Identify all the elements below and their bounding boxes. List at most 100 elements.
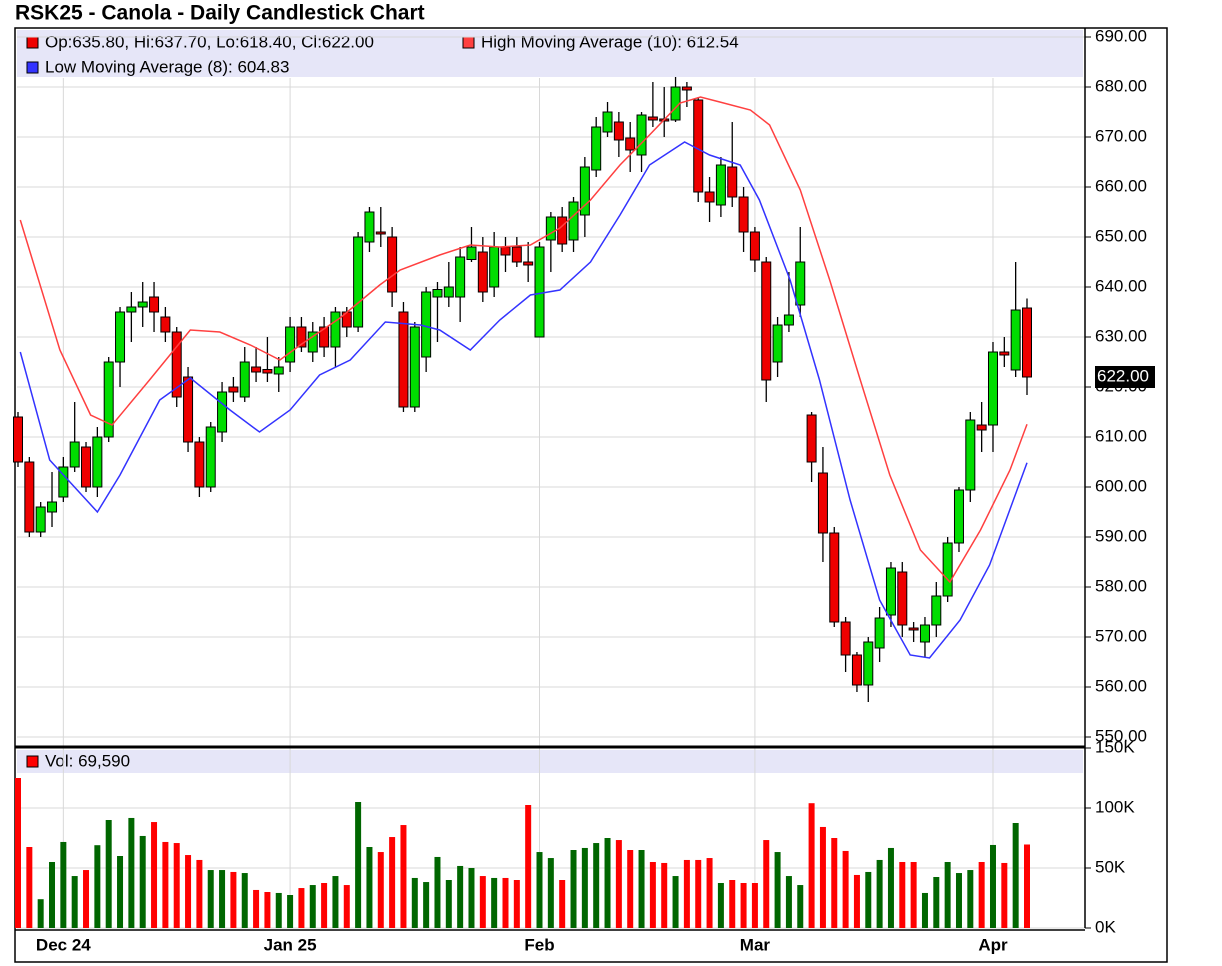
volume-bar: [717, 883, 724, 928]
volume-bar: [695, 859, 702, 928]
volume-bar: [230, 871, 237, 928]
candle-body: [421, 291, 432, 358]
volume-bar: [933, 877, 940, 928]
candle-body: [1010, 309, 1021, 371]
candle-body: [761, 261, 772, 381]
candle-body: [149, 296, 160, 313]
candle-body: [1022, 307, 1032, 378]
candle-body: [919, 624, 930, 643]
volume-bar: [797, 885, 804, 928]
volume-bar: [219, 870, 226, 928]
candle-body: [965, 419, 976, 491]
volume-bar: [989, 844, 996, 928]
candle-body: [103, 361, 114, 438]
candle-body: [783, 314, 794, 326]
candle-body: [194, 441, 205, 488]
candle-body: [307, 331, 318, 353]
candle-body: [715, 164, 726, 206]
volume-bar: [921, 892, 928, 928]
y-tick-label: 580.00: [1095, 576, 1147, 595]
candle-body: [183, 376, 194, 443]
volume-bar: [955, 873, 962, 928]
candle-body: [795, 261, 806, 306]
candle-body: [398, 311, 409, 408]
candle-body: [500, 246, 511, 256]
volume-bar: [423, 882, 430, 928]
candle-body: [647, 116, 658, 121]
candle-body: [749, 231, 760, 261]
candle-body: [579, 166, 590, 216]
volume-bar: [151, 822, 158, 928]
volume-bar: [298, 888, 305, 928]
volume-bar: [71, 876, 78, 928]
volume-bar: [502, 877, 509, 928]
candle-body: [897, 571, 908, 626]
volume-bar: [491, 877, 498, 928]
candle-body: [704, 191, 715, 203]
candle-body: [330, 311, 341, 348]
candle-body: [69, 441, 80, 468]
volume-bar: [831, 838, 838, 928]
volume-bar: [615, 840, 622, 928]
volume-bar: [445, 880, 452, 928]
volume-bar: [819, 826, 826, 928]
y-tick-label: 610.00: [1095, 426, 1147, 445]
candle-body: [840, 621, 851, 656]
candle-body: [126, 306, 137, 313]
volume-bar: [83, 870, 90, 928]
y-tick-label: 600.00: [1095, 476, 1147, 495]
y-tick-label: 100K: [1095, 797, 1135, 816]
candle-body: [829, 532, 840, 623]
x-tick-label: Feb: [524, 935, 554, 954]
candle-body: [262, 369, 273, 374]
candle-body: [13, 416, 23, 463]
candle-body: [387, 236, 398, 293]
candle-body: [851, 654, 862, 686]
legend-marker: [462, 36, 475, 49]
candle-body: [171, 331, 182, 398]
ohlc-legend: Op:635.80, Hi:637.70, Lo:618.40, Cl:622.…: [45, 32, 374, 51]
volume-legend: Vol: 69,590: [45, 751, 130, 770]
candle-body: [47, 501, 58, 513]
legend-entry: High Moving Average (10): 612.54: [481, 32, 739, 51]
volume-bar: [842, 850, 849, 928]
volume-bar: [479, 876, 486, 928]
volume-bar: [967, 870, 974, 928]
candle-body: [273, 366, 284, 375]
candle-body: [455, 256, 466, 298]
candle-body: [228, 386, 239, 393]
y-tick-label: 560.00: [1095, 676, 1147, 695]
volume-bar: [876, 859, 883, 928]
volume-bar: [853, 874, 860, 928]
volume-bar: [672, 876, 679, 928]
volume-bar: [559, 880, 566, 928]
y-tick-label: 650.00: [1095, 226, 1147, 245]
candle-body: [693, 99, 704, 193]
candle-body: [727, 166, 738, 198]
volume-bar: [162, 841, 169, 928]
volume-bar: [241, 873, 248, 928]
y-tick-label: 550.00: [1095, 726, 1147, 745]
volume-bar: [604, 838, 611, 928]
candle-body: [443, 286, 454, 298]
volume-bar: [207, 870, 214, 928]
candle-body: [806, 414, 817, 463]
chart-frame: [14, 27, 1168, 963]
volume-bar: [434, 856, 441, 928]
volume-bar: [15, 778, 21, 928]
candle-body: [738, 196, 749, 233]
volume-bar: [808, 803, 815, 928]
candle-body: [874, 617, 885, 649]
volume-bar: [343, 885, 350, 928]
volume-bar: [253, 889, 260, 928]
candle-body: [409, 326, 420, 408]
volume-bar: [1024, 844, 1030, 928]
y-tick-label: 570.00: [1095, 626, 1147, 645]
volume-bar: [774, 852, 781, 928]
candle-body: [24, 461, 35, 533]
legend-marker: [26, 755, 39, 768]
y-tick-label: 680.00: [1095, 76, 1147, 95]
volume-bar: [389, 837, 396, 928]
volume-bar: [49, 862, 56, 928]
candle-body: [115, 311, 126, 363]
